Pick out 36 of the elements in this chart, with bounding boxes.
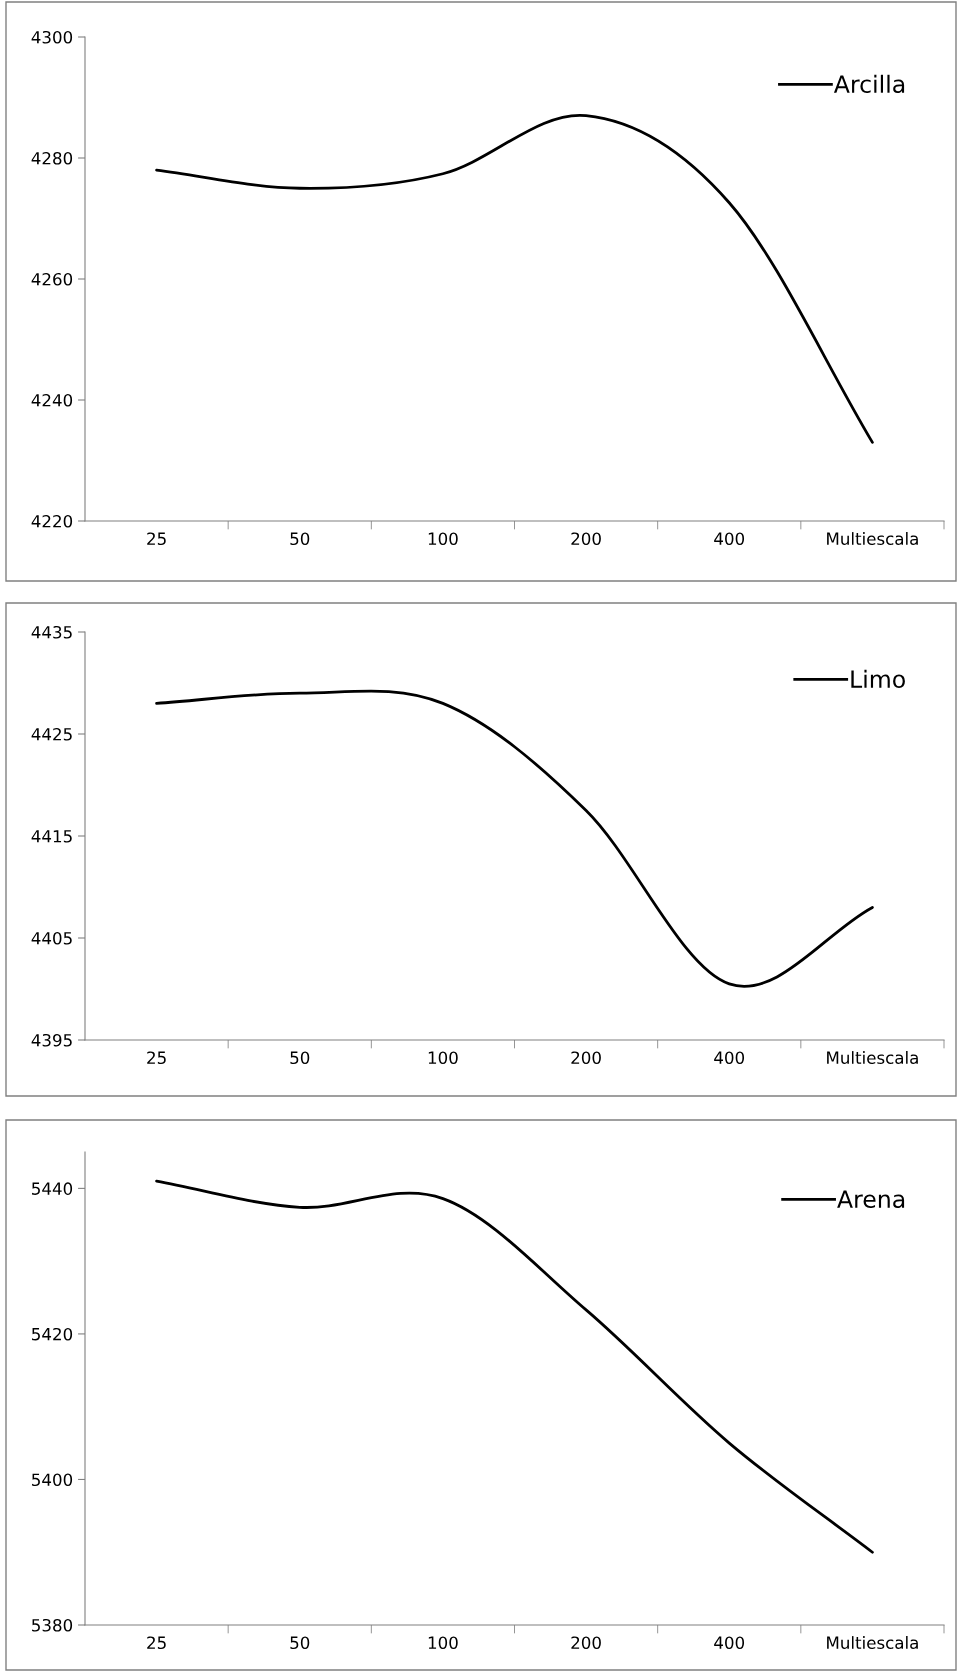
x-tick-label: 100 bbox=[428, 1636, 458, 1650]
y-tick-label: 5380 bbox=[32, 1618, 73, 1632]
y-tick-label: 4415 bbox=[31, 830, 72, 843]
y-tick-label: 4425 bbox=[31, 727, 72, 741]
y-tick-label: 4220 bbox=[31, 514, 73, 528]
y-tick-label: 4260 bbox=[31, 272, 73, 286]
x-tick-label: 100 bbox=[428, 1051, 458, 1065]
y-tick-label: 5420 bbox=[32, 1327, 73, 1341]
legend-label: Limo bbox=[851, 669, 905, 689]
x-tick-label: 25 bbox=[147, 532, 166, 546]
x-tick-label: 400 bbox=[714, 1051, 745, 1065]
legend-label: Arena bbox=[837, 1190, 905, 1209]
x-tick-label: Multiescala bbox=[827, 532, 918, 546]
x-tick-label: 200 bbox=[571, 532, 601, 546]
y-tick-label: 4405 bbox=[31, 931, 72, 945]
x-tick-label: Multiescala bbox=[827, 1636, 918, 1650]
x-tick-label: 400 bbox=[714, 1636, 745, 1650]
legend-label: Arcilla bbox=[833, 74, 905, 94]
y-tick-label: 4240 bbox=[31, 393, 73, 407]
x-tick-label: 100 bbox=[428, 532, 458, 546]
line-series bbox=[155, 114, 874, 444]
y-tick-label: 4395 bbox=[31, 1033, 72, 1047]
x-tick-label: 50 bbox=[290, 1051, 310, 1065]
x-tick-label: Multiescala bbox=[827, 1051, 918, 1065]
y-tick-label: 5440 bbox=[32, 1182, 73, 1195]
x-tick-label: 400 bbox=[714, 532, 745, 546]
x-tick-label: 50 bbox=[290, 1636, 310, 1650]
x-tick-label: 200 bbox=[571, 1636, 601, 1650]
y-tick-label: 5400 bbox=[32, 1473, 73, 1487]
x-tick-label: 25 bbox=[147, 1051, 166, 1065]
y-tick-label: 4300 bbox=[31, 30, 73, 44]
x-tick-label: 50 bbox=[290, 532, 310, 546]
x-tick-label: 200 bbox=[571, 1051, 601, 1065]
y-tick-label: 4435 bbox=[31, 625, 72, 639]
x-tick-label: 25 bbox=[147, 1636, 166, 1650]
y-tick-label: 4280 bbox=[31, 151, 73, 165]
